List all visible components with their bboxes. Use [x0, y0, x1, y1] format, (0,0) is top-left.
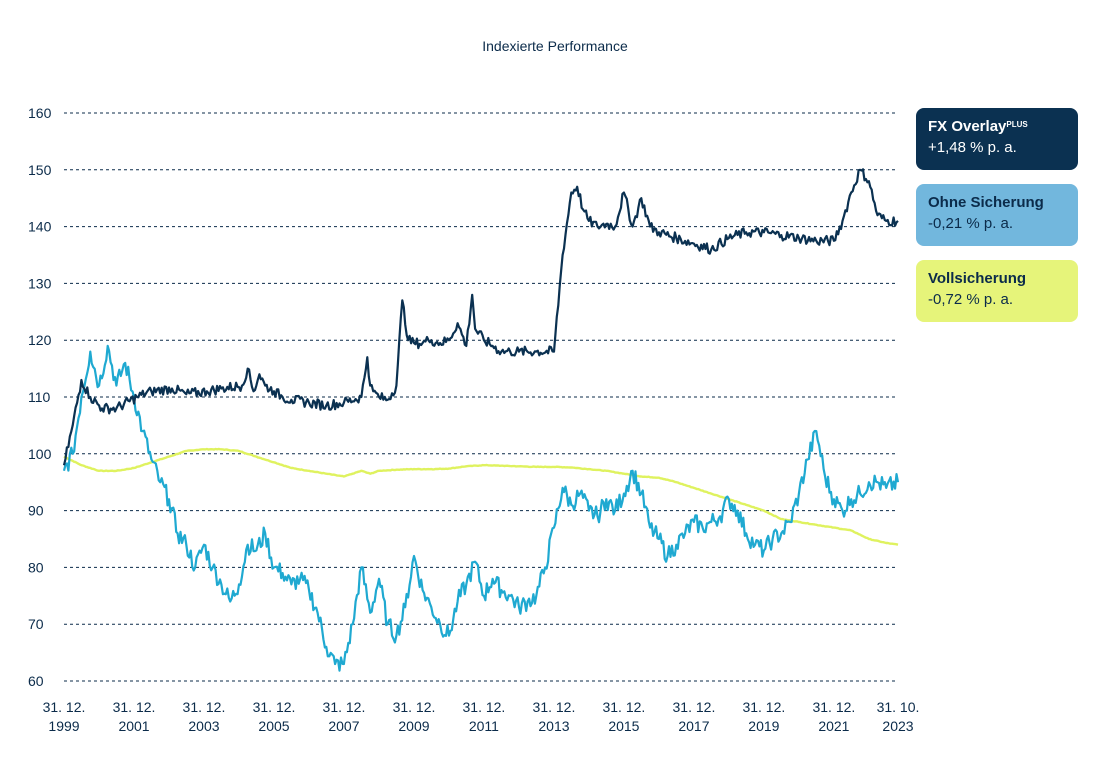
- x-tick-year: 2013: [538, 718, 569, 734]
- x-tick-label: 31. 12. 2005: [253, 699, 296, 734]
- legend-item-ohne-sicherung: Ohne Sicherung -0,21 % p. a.: [916, 184, 1078, 246]
- x-tick-year: 2011: [469, 718, 499, 734]
- legend-series-performance: +1,48 % p. a.: [928, 139, 1017, 156]
- legend-item-fx-overlay: FX OverlayPLUS +1,48 % p. a.: [916, 108, 1078, 170]
- x-tick-label: 31. 12. 2019: [742, 699, 785, 734]
- x-tick-label: 31. 12. 2013: [533, 699, 576, 734]
- x-tick-date: 31. 10.: [877, 699, 920, 715]
- x-tick-date: 31. 12.: [393, 699, 436, 715]
- y-tick-label: 80: [28, 559, 44, 575]
- series-line-ohne-sicherung: [62, 344, 900, 672]
- y-tick-label: 150: [28, 162, 52, 178]
- x-tick-date: 31. 12.: [533, 699, 576, 715]
- y-tick-label: 130: [28, 275, 52, 291]
- x-tick-date: 31. 12.: [113, 699, 156, 715]
- y-tick-label: 60: [28, 673, 44, 689]
- x-tick-year: 2021: [818, 718, 849, 734]
- x-tick-label: 31. 12. 2011: [463, 699, 506, 734]
- y-tick-label: 90: [28, 503, 44, 519]
- grid-lines: [64, 112, 898, 682]
- x-tick-date: 31. 12.: [673, 699, 716, 715]
- x-tick-year: 2015: [608, 718, 639, 734]
- x-tick-label: 31. 10. 2023: [877, 699, 920, 734]
- x-tick-date: 31. 12.: [463, 699, 506, 715]
- legend-series-name: Ohne Sicherung: [928, 194, 1044, 211]
- x-tick-date: 31. 12.: [253, 699, 296, 715]
- x-tick-year: 2019: [748, 718, 779, 734]
- series-line-fx-overlay: [62, 168, 899, 466]
- y-tick-label: 120: [28, 332, 52, 348]
- x-tick-date: 31. 12.: [812, 699, 855, 715]
- legend-series-name: Vollsicherung: [928, 270, 1027, 287]
- legend-series-name: FX OverlayPLUS: [928, 117, 1066, 137]
- x-tick-year: 2007: [328, 718, 359, 734]
- x-tick-label: 31. 12. 1999: [43, 699, 86, 734]
- chart-title: Indexierte Performance: [482, 38, 628, 54]
- y-tick-label: 70: [28, 616, 44, 632]
- x-tick-year: 2005: [258, 718, 289, 734]
- x-tick-date: 31. 12.: [323, 699, 366, 715]
- y-tick-label: 160: [28, 105, 52, 121]
- x-tick-label: 31. 12. 2015: [602, 699, 645, 734]
- series-line-vollsicherung: [63, 447, 899, 546]
- x-tick-year: 2017: [678, 718, 709, 734]
- x-tick-label: 31. 12. 2017: [673, 699, 716, 734]
- legend-series-performance: -0,21 % p. a.: [928, 215, 1014, 232]
- y-axis-labels: 60 70 80 90 100 110 120 130 140 150 160: [28, 105, 52, 689]
- x-tick-year: 2003: [188, 718, 219, 734]
- x-tick-date: 31. 12.: [602, 699, 645, 715]
- x-tick-year: 2001: [118, 718, 149, 734]
- x-tick-date: 31. 12.: [742, 699, 785, 715]
- y-tick-label: 140: [28, 219, 52, 235]
- x-tick-year: 1999: [48, 718, 79, 734]
- legend-name-text: FX Overlay: [928, 118, 1007, 135]
- x-tick-date: 31. 12.: [43, 699, 86, 715]
- series-lines: [62, 168, 900, 672]
- x-tick-label: 31. 12. 2007: [323, 699, 366, 734]
- x-tick-year: 2009: [398, 718, 429, 734]
- y-tick-label: 110: [28, 389, 51, 405]
- legend-item-vollsicherung: Vollsicherung -0,72 % p. a.: [916, 260, 1078, 322]
- x-tick-label: 31. 12. 2001: [113, 699, 156, 734]
- x-tick-label: 31. 12. 2003: [183, 699, 226, 734]
- legend-series-performance: -0,72 % p. a.: [928, 291, 1014, 308]
- legend-name-superscript: PLUS: [1006, 120, 1028, 129]
- x-tick-date: 31. 12.: [183, 699, 226, 715]
- x-tick-label: 31. 12. 2009: [393, 699, 436, 734]
- x-tick-year: 2023: [882, 718, 913, 734]
- y-tick-label: 100: [28, 446, 52, 462]
- x-tick-label: 31. 12. 2021: [812, 699, 855, 734]
